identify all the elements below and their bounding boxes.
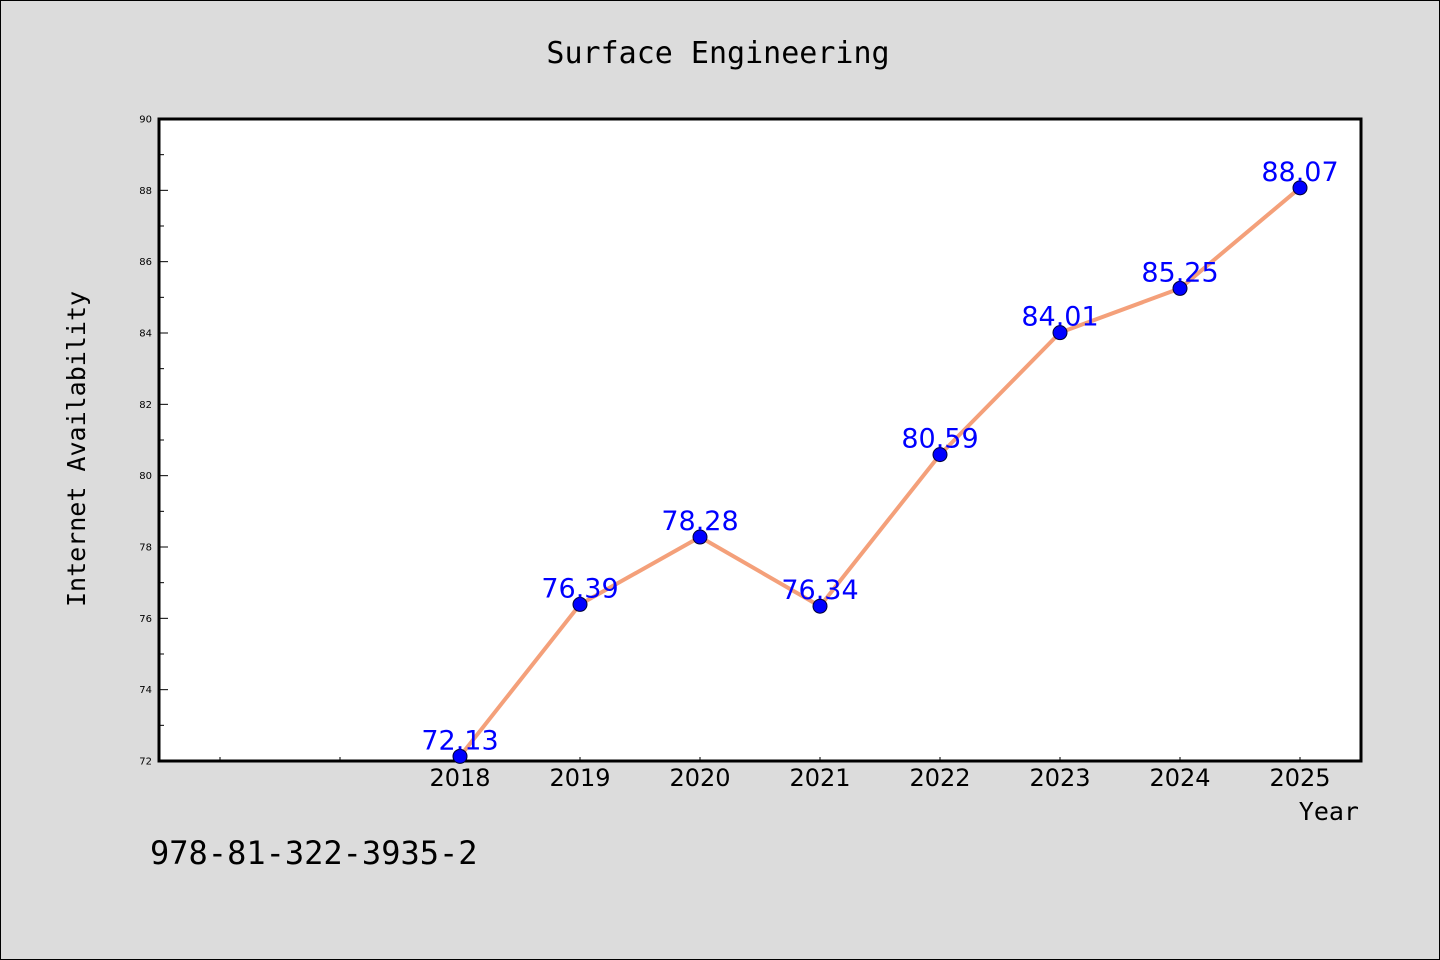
data-label: 80.59 bbox=[901, 424, 978, 455]
data-point bbox=[452, 748, 468, 764]
data-label: 85.25 bbox=[1141, 257, 1218, 288]
x-tick-label: 2025 bbox=[1269, 764, 1330, 792]
y-tick-label: 80 bbox=[139, 471, 152, 482]
y-tick-label: 78 bbox=[139, 543, 152, 554]
plot-area bbox=[157, 117, 1363, 763]
x-tick-label: 2018 bbox=[429, 764, 490, 792]
data-point bbox=[812, 598, 828, 614]
y-tick-label: 82 bbox=[139, 400, 152, 411]
data-label: 72.13 bbox=[421, 725, 498, 756]
data-point bbox=[1052, 325, 1068, 341]
data-label: 76.34 bbox=[781, 575, 858, 606]
x-axis-label: Year bbox=[1299, 797, 1359, 826]
data-point bbox=[932, 447, 948, 463]
x-axis: 2018 2019 2020 2021 2022 2023 2024 2025 bbox=[219, 757, 1331, 792]
series-line-group bbox=[458, 185, 1302, 759]
y-axis-label: Internet Availability bbox=[62, 291, 91, 607]
chart-title: Surface Engineering bbox=[546, 36, 889, 71]
data-label: 76.39 bbox=[541, 573, 618, 604]
x-tick-label: 2022 bbox=[909, 764, 970, 792]
data-point bbox=[692, 529, 708, 545]
isbn-text: 978-81-322-3935-2 bbox=[150, 834, 478, 872]
marker-group bbox=[452, 180, 1308, 764]
x-tick-label: 2020 bbox=[669, 764, 730, 792]
x-tick-label: 2023 bbox=[1029, 764, 1090, 792]
y-tick-label: 88 bbox=[139, 186, 152, 197]
y-tick-label: 76 bbox=[139, 614, 152, 625]
x-tick-label: 2024 bbox=[1149, 764, 1210, 792]
x-tick-label: 2021 bbox=[789, 764, 850, 792]
data-point bbox=[1172, 280, 1188, 296]
data-label: 84.01 bbox=[1021, 302, 1098, 333]
data-point bbox=[572, 596, 588, 612]
series-line bbox=[458, 185, 1302, 759]
y-tick-label: 72 bbox=[139, 757, 152, 768]
y-axis: 72 74 76 78 80 82 84 86 88 90 bbox=[139, 115, 168, 768]
data-label: 88.07 bbox=[1261, 157, 1338, 188]
y-tick-label: 74 bbox=[139, 685, 152, 696]
y-tick-label: 90 bbox=[139, 115, 152, 126]
data-label-group: 72.13 76.39 78.28 76.34 80.59 84.01 85.25 88.07 bbox=[421, 157, 1338, 757]
data-label: 78.28 bbox=[661, 506, 738, 537]
y-tick-label: 86 bbox=[139, 257, 152, 268]
data-point bbox=[1292, 180, 1308, 196]
x-tick-label: 2019 bbox=[549, 764, 610, 792]
y-tick-label: 84 bbox=[139, 329, 152, 340]
